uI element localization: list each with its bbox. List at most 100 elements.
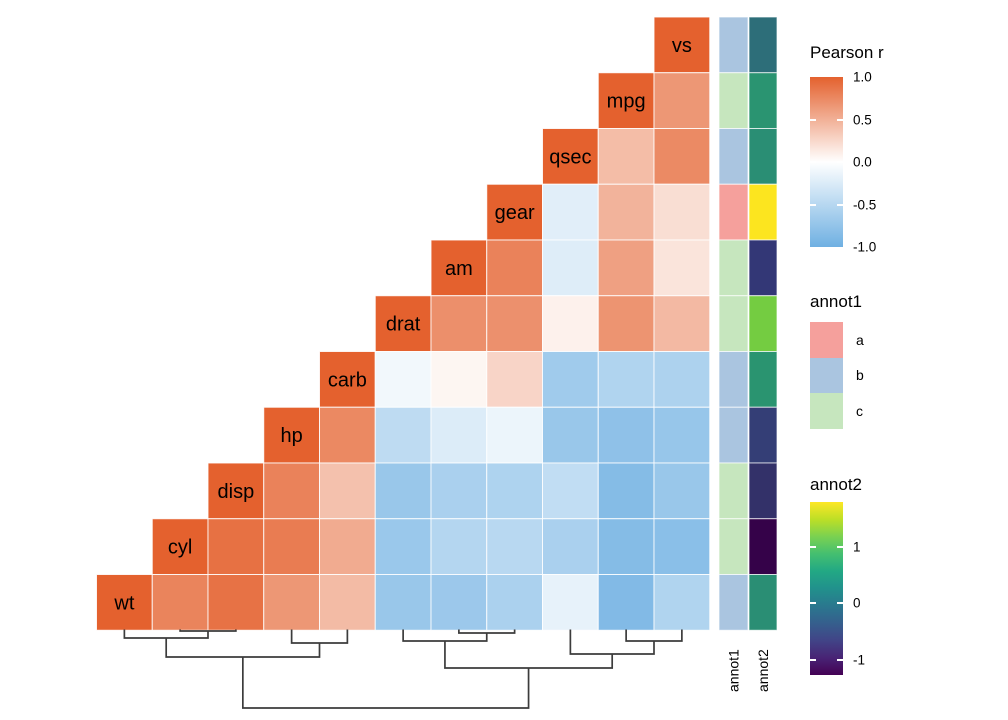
annot2-cell-drat bbox=[748, 295, 778, 352]
annot1-legend-title: annot1 bbox=[810, 292, 862, 311]
correlation-cell-carb-vs bbox=[653, 351, 711, 408]
correlation-cell-disp-hp bbox=[263, 462, 320, 520]
annot2-cell-cyl bbox=[748, 518, 778, 575]
annot2-tick-mark-right bbox=[837, 545, 843, 548]
diagonal-cell-hp bbox=[263, 406, 320, 464]
annot2-tick-mark-left bbox=[810, 602, 816, 605]
correlation-cell-carb-qsec bbox=[542, 351, 599, 408]
dendrogram-branch-n3 bbox=[290, 629, 349, 644]
correlation-cell-disp-vs bbox=[653, 462, 711, 520]
variable-label-drat: drat bbox=[386, 314, 421, 336]
correlation-cell-cyl-qsec bbox=[542, 518, 599, 575]
correlation-cell-hp-carb bbox=[319, 406, 376, 464]
correlation-cell-wt-hp bbox=[263, 574, 320, 631]
correlation-cell-am-vs bbox=[653, 239, 711, 297]
annot2-cell-am bbox=[748, 239, 778, 297]
correlation-cell-wt-drat bbox=[374, 574, 432, 631]
annot1-legend-label-b: b bbox=[856, 367, 864, 384]
annot2-cell-mpg bbox=[748, 72, 778, 129]
annot1-cell-wt bbox=[718, 574, 749, 631]
correlation-cell-wt-qsec bbox=[542, 574, 599, 631]
correlation-cell-carb-gear bbox=[486, 351, 543, 408]
correlation-cell-disp-qsec bbox=[542, 462, 599, 520]
dendrogram-branch-n7 bbox=[625, 629, 683, 642]
annot2-cell-wt bbox=[748, 574, 778, 631]
diagonal-cell-qsec bbox=[542, 128, 599, 185]
variable-label-qsec: qsec bbox=[549, 146, 591, 168]
correlation-cell-drat-qsec bbox=[542, 295, 599, 352]
annot1-cell-mpg bbox=[718, 72, 749, 129]
annot2-colorbar bbox=[810, 502, 843, 675]
annot1-legend-swatch-a bbox=[810, 322, 843, 358]
pearson-tick-label--1.0: -1.0 bbox=[853, 239, 877, 255]
correlation-cell-drat-gear bbox=[486, 295, 543, 352]
annot2-cell-gear bbox=[748, 183, 778, 241]
pearson-tick-mark-right bbox=[837, 203, 843, 206]
correlation-cell-hp-vs bbox=[653, 406, 711, 464]
annot2-cell-hp bbox=[748, 406, 778, 464]
annot1-cell-gear bbox=[718, 183, 749, 241]
variable-label-wt: wt bbox=[113, 592, 134, 614]
pearson-tick-label-0.5: 0.5 bbox=[853, 112, 872, 127]
variable-label-gear: gear bbox=[495, 202, 535, 224]
annot2-cell-vs bbox=[748, 16, 778, 74]
annot2-tick-mark-left bbox=[810, 658, 816, 661]
annot1-cell-drat bbox=[718, 295, 749, 352]
annotation-column-label-annot1: annot1 bbox=[726, 649, 742, 692]
diagonal-cell-mpg bbox=[597, 72, 655, 129]
correlation-cell-drat-mpg bbox=[597, 295, 655, 352]
correlation-cell-drat-vs bbox=[653, 295, 711, 352]
correlation-cell-wt-vs bbox=[653, 574, 711, 631]
correlation-cell-gear-qsec bbox=[542, 183, 599, 241]
pearson-tick-mark-right bbox=[837, 118, 843, 121]
annot1-cell-hp bbox=[718, 406, 749, 464]
correlation-cell-disp-am bbox=[430, 462, 488, 520]
pearson-tick-mark-right bbox=[837, 161, 843, 163]
pearson-tick-label-0.0: 0.0 bbox=[853, 154, 872, 170]
correlation-cell-qsec-vs bbox=[653, 128, 711, 185]
annot2-tick-label--1: -1 bbox=[853, 652, 866, 668]
correlation-cell-wt-carb bbox=[319, 574, 376, 631]
annot2-cell-carb bbox=[748, 351, 778, 408]
annot1-cell-carb bbox=[718, 351, 749, 408]
correlation-cell-wt-am bbox=[430, 574, 488, 631]
correlation-cell-cyl-hp bbox=[263, 518, 320, 575]
correlation-cell-disp-mpg bbox=[597, 462, 655, 520]
annot1-cell-am bbox=[718, 239, 749, 297]
variable-label-disp: disp bbox=[218, 481, 255, 503]
correlation-cell-am-mpg bbox=[597, 239, 655, 297]
correlation-cell-carb-drat bbox=[374, 351, 432, 408]
annotation-column-label-annot2: annot2 bbox=[755, 649, 771, 692]
correlation-cell-cyl-drat bbox=[374, 518, 432, 575]
correlation-cell-wt-gear bbox=[486, 574, 543, 631]
correlation-cell-cyl-mpg bbox=[597, 518, 655, 575]
correlation-cell-gear-mpg bbox=[597, 183, 655, 241]
correlation-cell-hp-qsec bbox=[542, 406, 599, 464]
correlation-cell-cyl-gear bbox=[486, 518, 543, 575]
annot2-cell-qsec bbox=[748, 128, 778, 185]
pearson-tick-label-1.0: 1.0 bbox=[853, 69, 872, 85]
pearson-tick-mark-left bbox=[810, 161, 816, 163]
correlation-cell-disp-carb bbox=[319, 462, 376, 520]
annot1-legend-swatch-c bbox=[810, 393, 843, 429]
correlation-cell-am-gear bbox=[486, 239, 543, 297]
correlation-cell-am-qsec bbox=[542, 239, 599, 297]
correlation-cell-gear-vs bbox=[653, 183, 711, 241]
correlation-cell-disp-gear bbox=[486, 462, 543, 520]
correlation-cell-wt-mpg bbox=[597, 574, 655, 631]
correlation-cell-hp-mpg bbox=[597, 406, 655, 464]
annot1-legend-swatch-b bbox=[810, 357, 843, 393]
correlation-cell-mpg-vs bbox=[653, 72, 711, 129]
annot2-legend-title: annot2 bbox=[810, 475, 862, 494]
annot1-cell-disp bbox=[718, 462, 749, 520]
annot1-legend-label-a: a bbox=[856, 331, 864, 348]
correlation-cell-cyl-disp bbox=[207, 518, 265, 575]
annot2-cell-disp bbox=[748, 462, 778, 520]
annot2-tick-label-0: 0 bbox=[853, 595, 861, 611]
correlation-cell-cyl-am bbox=[430, 518, 488, 575]
annot1-cell-cyl bbox=[718, 518, 749, 575]
correlation-cell-disp-drat bbox=[374, 462, 432, 520]
variable-label-hp: hp bbox=[281, 425, 303, 447]
diagonal-cell-cyl bbox=[151, 518, 209, 575]
